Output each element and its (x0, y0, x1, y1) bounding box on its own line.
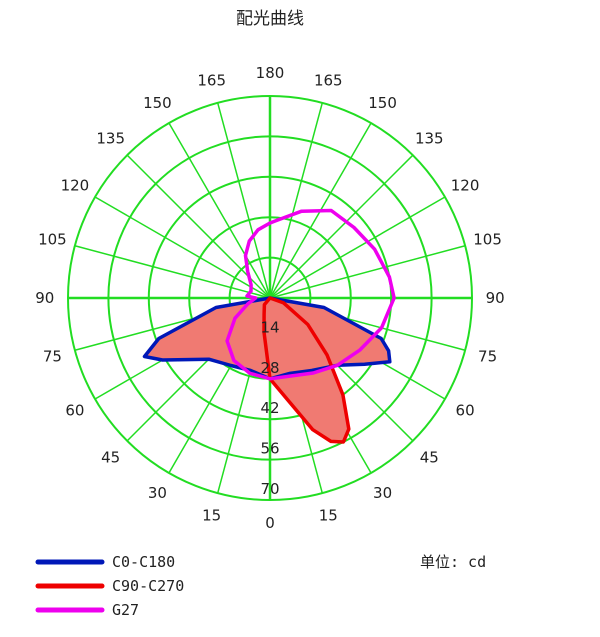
grid-spoke-8 (269, 196, 446, 299)
grid-spoke-14 (168, 122, 271, 299)
angle-tick-label-0: 180 (256, 64, 285, 82)
legend-label-g27: G27 (112, 601, 139, 619)
radial-tick-label-4: 70 (260, 480, 279, 498)
radial-tick-label-3: 56 (260, 440, 279, 458)
angle-tick-label-1: 165 (197, 71, 226, 89)
angle-tick-label-22: 150 (368, 94, 397, 112)
angle-tick-label-2: 150 (143, 94, 172, 112)
angle-tick-label-19: 105 (473, 231, 502, 249)
angle-tick-label-17: 75 (478, 347, 497, 365)
angle-tick-label-3: 135 (96, 130, 125, 148)
grid-spoke-9 (269, 154, 414, 299)
angle-tick-label-23: 165 (314, 71, 343, 89)
grid-spoke-15 (126, 154, 271, 299)
angle-tick-label-14: 30 (373, 484, 392, 502)
series-line-2 (225, 208, 396, 381)
angle-tick-label-13: 15 (319, 507, 338, 525)
angle-tick-label-15: 45 (420, 448, 439, 466)
angle-tick-label-5: 105 (38, 231, 67, 249)
angle-tick-label-11: 15 (202, 507, 221, 525)
grid-spoke-11 (269, 102, 324, 299)
angle-tick-label-8: 60 (65, 402, 84, 420)
angle-tick-label-20: 120 (451, 176, 480, 194)
grid-spoke-13 (216, 102, 271, 299)
angle-tick-label-7: 75 (43, 347, 62, 365)
series-layer (142, 208, 396, 444)
grid-spoke-7 (269, 244, 466, 299)
angle-tick-label-21: 135 (415, 130, 444, 148)
grid-spoke-16 (94, 196, 271, 299)
angle-tick-label-16: 60 (456, 402, 475, 420)
angle-tick-label-6: 90 (35, 289, 54, 307)
legend: C0-C180 C90-C270 G27 (35, 553, 184, 619)
radial-tick-label-2: 42 (260, 399, 279, 417)
series-line-1 (262, 296, 351, 444)
angle-tick-label-9: 45 (101, 448, 120, 466)
angle-tick-label-12: 0 (265, 514, 275, 532)
chart-title: 配光曲线 (236, 9, 304, 29)
angle-tick-label-10: 30 (148, 484, 167, 502)
angle-tick-label-18: 90 (486, 289, 505, 307)
angle-tick-label-4: 120 (61, 176, 90, 194)
radial-tick-label-0: 14 (260, 318, 279, 336)
radial-tick-labels: 14 28 42 56 70 (260, 318, 279, 498)
legend-label-c0-c180: C0-C180 (112, 553, 175, 571)
legend-label-c90-c270: C90-C270 (112, 577, 184, 595)
grid-spoke-17 (74, 244, 271, 299)
radial-tick-label-1: 28 (260, 359, 279, 377)
unit-label: 单位: cd (420, 553, 486, 571)
